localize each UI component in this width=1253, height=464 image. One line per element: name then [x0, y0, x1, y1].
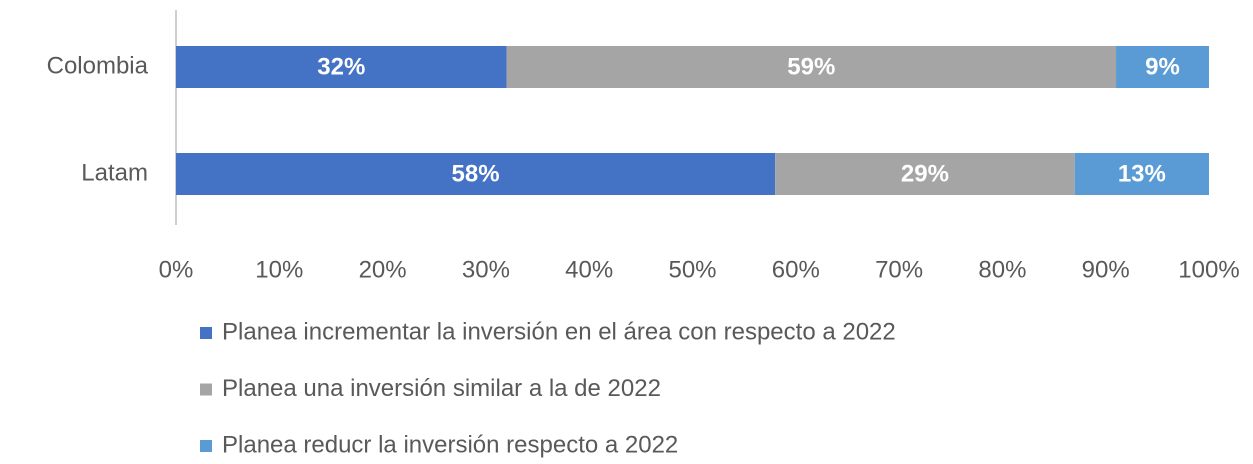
x-tick-label: 20% [359, 256, 407, 283]
value-label: 9% [1145, 53, 1180, 80]
legend-label: Planea incrementar la inversión en el ár… [222, 318, 896, 345]
bar-segment [176, 153, 776, 195]
legend-swatch [200, 383, 212, 396]
legend-swatch [200, 327, 212, 339]
x-tick-label: 90% [1082, 256, 1130, 283]
x-tick-label: 60% [772, 256, 820, 283]
value-label: 32% [317, 53, 365, 80]
x-tick-label: 30% [462, 256, 510, 283]
x-tick-label: 50% [668, 256, 716, 283]
legend-swatch [200, 440, 212, 452]
bar-segment [1116, 46, 1209, 88]
x-tick-label: 10% [255, 256, 303, 283]
x-tick-label: 40% [565, 256, 613, 283]
value-label: 29% [901, 160, 949, 187]
bar-segment [506, 46, 1117, 88]
x-tick-label: 0% [159, 256, 194, 283]
bar-segment [176, 46, 507, 88]
y-tick-label: Colombia [47, 52, 149, 79]
y-tick-label: Latam [81, 159, 148, 186]
value-label: 59% [787, 53, 835, 80]
legend-label: Planea reducr la inversión respecto a 20… [222, 431, 678, 458]
x-tick-label: 70% [875, 256, 923, 283]
x-tick-label: 80% [978, 256, 1026, 283]
bar-segment [775, 153, 1075, 195]
x-tick-label: 100% [1178, 256, 1239, 283]
value-label: 13% [1118, 160, 1166, 187]
bar-segment [1074, 153, 1209, 195]
legend-label: Planea una inversión similar a la de 202… [222, 375, 661, 402]
value-label: 58% [452, 160, 500, 187]
